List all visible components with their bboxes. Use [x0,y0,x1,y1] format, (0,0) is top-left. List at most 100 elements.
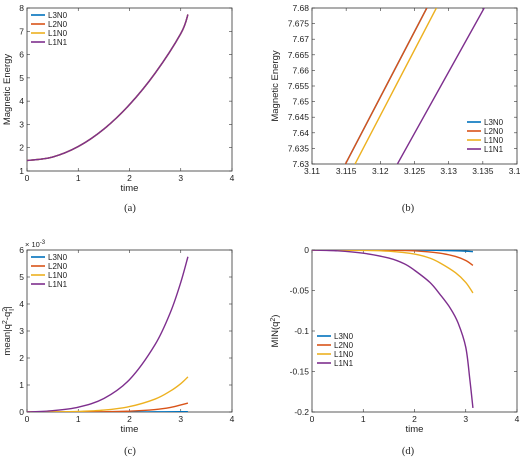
series-line-l1n1 [27,14,189,162]
y-tick-label: 7.635 [288,143,310,153]
y-tick-label: 0 [304,245,309,255]
subfigure-caption: (a) [124,203,136,214]
legend-entry-l1n1: L1N1 [48,280,68,289]
y-tick-label: -0.2 [294,407,309,417]
y-tick-label: 7.63 [292,159,309,169]
x-axis-label: time [121,424,139,435]
x-tick-label: 3 [178,414,183,424]
y-tick-label: -0.05 [290,286,310,296]
legend-entry-l1n1: L1N1 [484,145,504,154]
y-axis-label: Magnetic Energy [270,50,281,122]
chart-d: 0 1 2 3 4-0.2-0.15-0.1-0.050timeMIN(q2)L3N0L… [270,245,520,457]
legend-entry-l3n0: L3N0 [48,11,68,20]
x-tick-label: 3.14 [509,166,520,176]
y-tick-label: 1 [19,380,24,390]
x-tick-label: 1 [361,414,366,424]
y-tick-label: -0.15 [290,367,310,377]
y-tick-label: 3 [19,119,24,129]
x-tick-label: 3.135 [472,166,494,176]
legend-entry-l2n0: L2N0 [48,262,68,271]
y-tick-label: 5 [19,272,24,282]
x-tick-label: 4 [230,414,235,424]
y-tick-label: 4 [19,299,24,309]
y-tick-label: 7 [19,26,24,36]
y-tick-label: 7.68 [292,3,309,13]
legend-entry-l3n0: L3N0 [484,118,504,127]
legend-entry-l3n0: L3N0 [48,253,68,262]
y-axis-label: Magnetic Energy [2,54,13,126]
x-tick-label: 3.115 [336,166,357,176]
legend-entry-l1n1: L1N1 [48,38,68,47]
y-tick-label: 8 [19,3,24,13]
legend-entry-l1n0: L1N0 [484,136,504,145]
y-tick-label: 1 [19,166,24,176]
legend-entry-l2n0: L2N0 [334,341,354,350]
y-tick-label: 7.65 [292,97,309,107]
series-line-l1n0 [27,376,189,412]
y-tick-label: 0 [19,407,24,417]
x-tick-label: 3 [463,414,468,424]
legend-entry-l1n1: L1N1 [334,359,354,368]
y-tick-label: 7.665 [288,50,310,60]
x-tick-label: 0 [25,414,30,424]
subfigure-caption: (b) [402,203,415,214]
y-exponent-label: × 10-3 [25,240,46,249]
x-tick-label: 2 [412,414,417,424]
x-tick-label: 3.11 [304,166,320,176]
y-axis-label: mean|q2-q2I| [2,306,16,355]
x-tick-label: 1 [76,173,81,183]
y-axis-label: MIN(q2) [270,315,282,348]
x-tick-label: 4 [230,173,235,183]
y-tick-label: 2 [19,353,24,363]
series-line-l1n1 [396,8,485,164]
y-tick-label: 2 [19,143,24,153]
legend-entry-l1n0: L1N0 [334,350,354,359]
series-line-l1n1 [312,250,474,409]
x-tick-label: 0 [310,414,315,424]
legend-entry-l2n0: L2N0 [48,20,68,29]
y-tick-label: 7.655 [288,81,310,91]
x-tick-label: 2 [127,414,132,424]
series-line-l1n1 [27,256,189,412]
y-tick-label: 7.64 [292,128,309,138]
series-line-l2n0 [312,250,474,266]
chart-b: 3.11 3.115 3.12 3.125 3.13 3.135 3.14 7.63 7.635… [270,3,520,214]
x-tick-label: 0 [25,173,30,183]
x-tick-label: 1 [76,414,81,424]
x-tick-label: 4 [515,414,520,424]
legend-entry-l3n0: L3N0 [334,332,354,341]
x-tick-label: 3.12 [372,166,389,176]
subfigure-caption: (d) [402,446,415,457]
y-tick-label: 4 [19,96,24,106]
legend-entry-l1n0: L1N0 [48,271,68,280]
series-line-l2n0 [344,8,428,164]
x-tick-label: 2 [127,173,132,183]
y-tick-label: 3 [19,326,24,336]
y-tick-label: 6 [19,245,24,255]
legend-entry-l2n0: L2N0 [484,127,504,136]
x-axis-label: time [121,183,139,194]
series-line-l1n0 [312,250,474,294]
x-tick-label: 3.125 [404,166,426,176]
x-tick-label: 3.13 [440,166,457,176]
y-tick-label: 6 [19,50,24,60]
y-tick-label: 5 [19,73,24,83]
legend-entry-l1n0: L1N0 [48,29,68,38]
y-tick-label: 7.675 [288,19,310,29]
series-line-l1n0 [354,8,437,164]
series-line-l3n0 [312,250,473,253]
x-axis-label: time [406,424,424,435]
subfigure-caption: (c) [124,446,136,457]
y-tick-label: 7.66 [292,65,309,75]
plot-area [311,249,518,413]
y-tick-label: -0.1 [294,326,309,336]
y-tick-label: 7.67 [292,34,309,44]
y-tick-label: 7.645 [288,112,310,122]
